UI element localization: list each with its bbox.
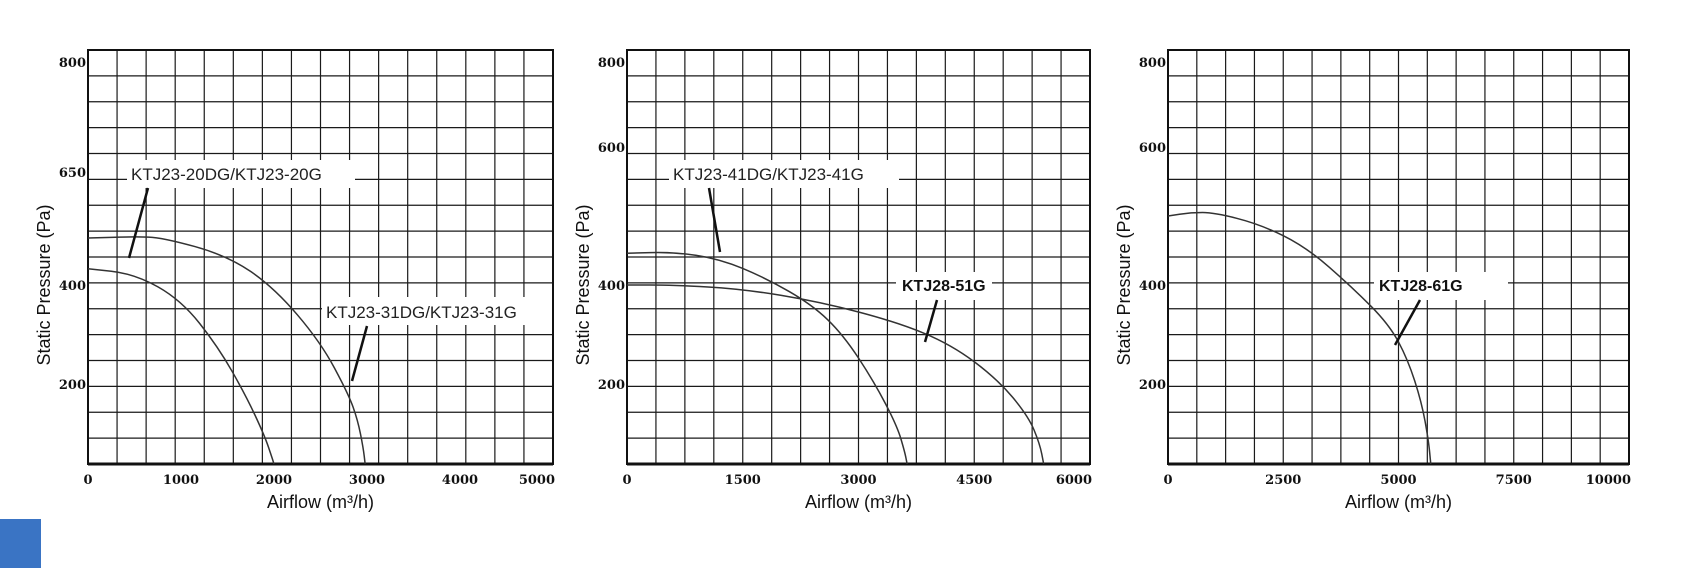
annotation-background [669, 160, 899, 188]
annotation-leader-line [1393, 299, 1422, 346]
annotation-background [1374, 272, 1508, 300]
series-line-2 [627, 284, 1045, 465]
x-tick-label: 2000 [256, 473, 292, 488]
y-tick-label: 200 [1139, 378, 1166, 393]
x-tick-label: 5000 [519, 473, 555, 488]
x-tick-label: 0 [622, 473, 631, 488]
x-tick-label: 6000 [1056, 473, 1092, 488]
y-tick-label: 650 [59, 166, 86, 181]
y-axis-title: Static Pressure (Pa) [573, 204, 593, 365]
annotation-label: KTJ23-41DG/KTJ23-41G [673, 165, 864, 184]
y-tick-label: 600 [1139, 141, 1166, 156]
grid [626, 49, 1091, 465]
y-axis-title: Static Pressure (Pa) [34, 204, 54, 365]
y-tick-label: 200 [59, 378, 86, 393]
annotation-background [127, 160, 355, 188]
series-annotation: KTJ28-61G [1374, 272, 1508, 346]
y-tick-label: 800 [59, 56, 86, 71]
series-line-1 [1167, 211, 1432, 465]
chart-1: 0 1000 2000 3000 4000 5000 200 400 650 800 Airflow… [34, 49, 555, 512]
y-tick-label: 600 [598, 141, 625, 156]
y-tick-label: 800 [598, 56, 625, 71]
chart-3: 0 2500 5000 7500 10000 200 400 600 800 Airflow (m… [1114, 49, 1631, 512]
annotation-leader-line [707, 187, 722, 253]
x-tick-label: 3000 [840, 473, 876, 488]
x-tick-label: 7500 [1496, 473, 1532, 488]
x-tick-label: 1500 [725, 473, 761, 488]
corner-badge [0, 519, 41, 568]
y-tick-label: 200 [598, 378, 625, 393]
y-tick-label: 800 [1139, 56, 1166, 71]
x-tick-label: 2500 [1265, 473, 1301, 488]
series-annotation: KTJ28-51G [896, 272, 992, 343]
x-tick-label: 0 [83, 473, 92, 488]
annotation-leader-line [350, 325, 369, 382]
annotation-label: KTJ23-31DG/KTJ23-31G [326, 303, 517, 322]
grid [1167, 49, 1630, 465]
series-annotation: KTJ23-20DG/KTJ23-20G [127, 160, 355, 259]
y-tick-label: 400 [59, 279, 86, 294]
annotation-leader-line [923, 299, 939, 343]
x-tick-label: 3000 [349, 473, 385, 488]
x-tick-label: 4000 [442, 473, 478, 488]
x-tick-label: 4500 [956, 473, 992, 488]
series-line-1 [626, 251, 908, 465]
series-line-1 [87, 267, 275, 465]
grid [87, 49, 554, 465]
series-annotation: KTJ23-41DG/KTJ23-41G [669, 160, 899, 253]
annotation-label: KTJ28-51G [902, 278, 986, 295]
x-tick-label: 5000 [1380, 473, 1416, 488]
chart-2: 0 1500 3000 4500 6000 200 400 600 800 Airflow (m³… [573, 49, 1092, 512]
annotation-background [896, 272, 992, 300]
y-tick-label: 400 [1139, 279, 1166, 294]
x-axis-title: Airflow (m³/h) [1345, 492, 1452, 512]
y-axis-title: Static Pressure (Pa) [1114, 204, 1134, 365]
annotation-label: KTJ28-61G [1379, 278, 1463, 295]
series-annotation: KTJ23-31DG/KTJ23-31G [322, 297, 552, 382]
x-tick-label: 1000 [163, 473, 199, 488]
x-axis-title: Airflow (m³/h) [267, 492, 374, 512]
annotation-leader-line [127, 187, 150, 259]
annotation-background [322, 297, 552, 325]
x-axis-title: Airflow (m³/h) [805, 492, 912, 512]
x-tick-label: 0 [1163, 473, 1172, 488]
series-line-2 [87, 236, 366, 465]
x-tick-label: 10000 [1586, 473, 1631, 488]
annotation-label: KTJ23-20DG/KTJ23-20G [131, 165, 322, 184]
y-tick-label: 400 [598, 279, 625, 294]
